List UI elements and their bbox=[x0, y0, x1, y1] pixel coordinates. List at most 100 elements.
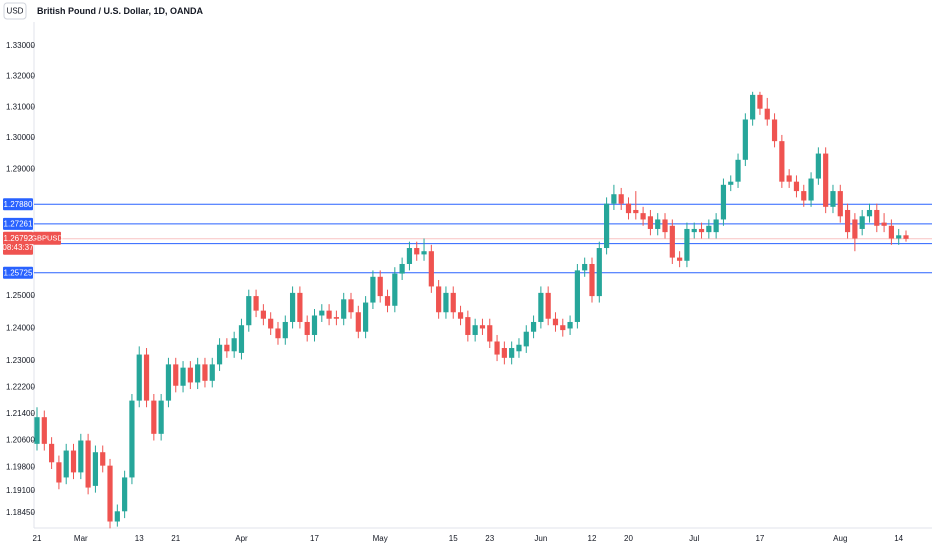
x-tick-label: 17 bbox=[310, 534, 319, 543]
candle-body bbox=[450, 292, 456, 313]
y-tick-label: 1.33000 bbox=[6, 41, 35, 50]
candle-body bbox=[589, 263, 595, 297]
candle-body bbox=[757, 94, 763, 109]
candle-body bbox=[815, 153, 821, 179]
y-tick-label: 1.29000 bbox=[6, 164, 35, 173]
candle-body bbox=[881, 222, 887, 226]
y-tick-label: 1.32000 bbox=[6, 72, 35, 81]
candle-body bbox=[465, 317, 471, 335]
candle-body bbox=[823, 153, 829, 207]
candle-body bbox=[793, 181, 800, 192]
y-tick-label: 1.30000 bbox=[6, 133, 35, 142]
x-tick-label: 12 bbox=[588, 534, 597, 543]
candle-body bbox=[238, 325, 245, 353]
candle-body bbox=[677, 257, 683, 261]
x-tick-label: 21 bbox=[33, 534, 42, 543]
candle-body bbox=[640, 213, 646, 220]
candle-body bbox=[436, 286, 442, 313]
candle-body bbox=[187, 367, 193, 383]
candle-body bbox=[370, 276, 376, 303]
candle-body bbox=[457, 312, 464, 319]
candle-body bbox=[85, 440, 91, 488]
currency-label[interactable]: USD bbox=[7, 7, 24, 16]
candle-body bbox=[684, 228, 690, 261]
candle-body bbox=[34, 417, 40, 444]
price-line-label: 1.27261 bbox=[4, 219, 33, 228]
candle-body bbox=[348, 299, 354, 313]
candle-body bbox=[333, 317, 340, 319]
candle-body bbox=[779, 141, 785, 182]
candle-body bbox=[596, 248, 602, 297]
candle-body bbox=[377, 276, 383, 297]
x-tick-label: 14 bbox=[894, 534, 903, 543]
x-tick-label: 23 bbox=[485, 534, 494, 543]
candle-body bbox=[728, 181, 734, 185]
candle-body bbox=[509, 348, 515, 358]
candle-body bbox=[224, 344, 230, 352]
candle-body bbox=[428, 251, 434, 287]
candle-body bbox=[151, 400, 157, 434]
y-tick-label: 1.18450 bbox=[6, 508, 35, 517]
candle-body bbox=[443, 292, 449, 313]
y-tick-label: 1.21400 bbox=[6, 409, 35, 418]
candle-body bbox=[647, 216, 654, 229]
y-tick-label: 1.23000 bbox=[6, 356, 35, 365]
candle-body bbox=[742, 119, 748, 160]
candle-body bbox=[289, 292, 296, 322]
currency-button[interactable] bbox=[3, 2, 27, 20]
candle-body bbox=[260, 310, 266, 319]
candle-body bbox=[304, 321, 310, 335]
y-tick-label: 1.20600 bbox=[6, 436, 35, 445]
candle-body bbox=[107, 465, 113, 522]
x-tick-label: 13 bbox=[135, 534, 144, 543]
candle-body bbox=[392, 273, 398, 306]
candle-body bbox=[421, 251, 427, 255]
candle-body bbox=[735, 159, 741, 182]
candle-body bbox=[830, 191, 836, 207]
candle-body bbox=[143, 354, 150, 401]
candle-body bbox=[136, 354, 142, 401]
candle-body bbox=[691, 228, 697, 233]
candle-body bbox=[837, 191, 843, 217]
candle-body bbox=[720, 184, 727, 220]
candle-body bbox=[888, 225, 894, 239]
x-tick-label: Jun bbox=[534, 534, 547, 543]
candle-body bbox=[801, 191, 807, 201]
x-tick-label: Mar bbox=[74, 534, 88, 543]
y-tick-label: 1.24000 bbox=[6, 324, 35, 333]
candle-body bbox=[713, 219, 719, 233]
candle-body bbox=[63, 450, 69, 478]
x-tick-label: Aug bbox=[833, 534, 847, 543]
candle-body bbox=[655, 219, 661, 229]
chart-title: British Pound / U.S. Dollar, 1D, OANDA bbox=[37, 6, 204, 16]
candle-body bbox=[406, 248, 413, 264]
candle-body bbox=[311, 315, 318, 335]
candle-body bbox=[538, 292, 544, 322]
candle-body bbox=[698, 228, 705, 233]
candle-body bbox=[786, 175, 792, 182]
candle-body bbox=[129, 400, 135, 478]
candle-body bbox=[530, 321, 537, 332]
candle-body bbox=[319, 310, 325, 316]
candle-body bbox=[501, 348, 507, 358]
candle-body bbox=[399, 263, 405, 274]
y-tick-label: 1.19100 bbox=[6, 486, 35, 495]
y-tick-label: 1.22200 bbox=[6, 383, 35, 392]
price-line-label-box bbox=[3, 266, 33, 279]
candle-body bbox=[92, 452, 99, 486]
candle-body bbox=[268, 318, 274, 329]
candle-body bbox=[859, 216, 865, 229]
candle-body bbox=[750, 94, 756, 120]
candle-body bbox=[70, 450, 77, 473]
candle-body bbox=[100, 452, 106, 466]
candle-body bbox=[246, 296, 252, 326]
x-tick-label: May bbox=[373, 534, 388, 543]
candle-body bbox=[603, 203, 610, 249]
candle-body bbox=[523, 331, 529, 347]
candle-body bbox=[552, 318, 559, 326]
candle-body bbox=[844, 209, 851, 233]
price-line-label: 1.27880 bbox=[4, 200, 33, 209]
candle-body bbox=[516, 344, 522, 352]
x-tick-label: 20 bbox=[624, 534, 633, 543]
